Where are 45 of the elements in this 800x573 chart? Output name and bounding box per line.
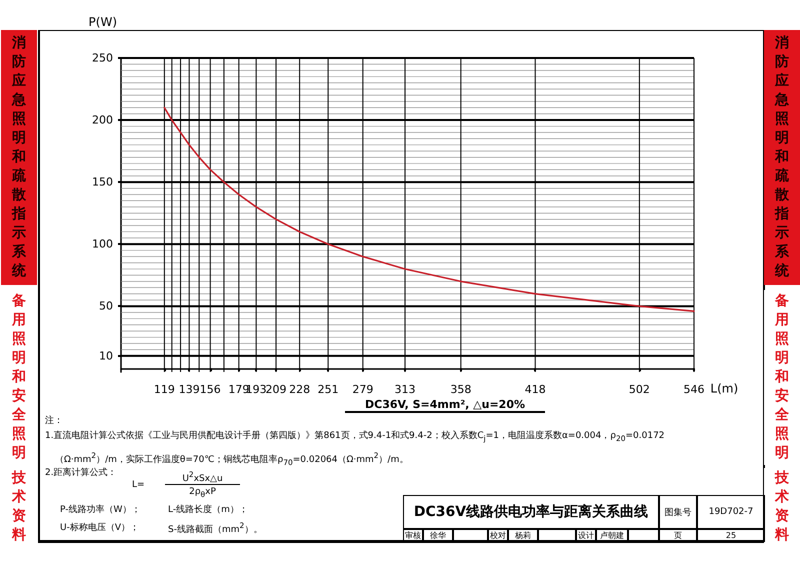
side-tab: 消防应急照明和疏散指示系统 [1, 30, 37, 285]
text: U$^{2}$xSx△u [165, 470, 240, 485]
line-series [164, 106, 695, 312]
x-tick-label: 156 [200, 383, 221, 396]
text: 卢朝建 [596, 529, 628, 542]
x-tick-label: 546 [684, 383, 704, 396]
text: S-线路截面（mm$^{2}$）。 [168, 521, 262, 536]
text: 1.直流电阻计算公式依据《工业与民用供配电设计手册（第四版）》第861页，式9.4-1和式9.4-2；校入系数C$_{j}$=1，电阻温度系数α=0.004，ρ$_{20}$=0.0172 （Ω·mm$^{2}$）/m，实际工作温度θ=70℃；铜线芯电阻率ρ$_{70}$=0.02064（Ω·mm$^{2}$）/m。 [45, 431, 665, 467]
y-tick-label: 250 [92, 52, 113, 64]
text: 设计 [576, 529, 596, 542]
text: L-线路长度（m）； [168, 504, 248, 516]
text: 徐华 [423, 529, 453, 542]
text: DC36V, S=4mm², △u=20% [345, 398, 545, 413]
text: 19D702-7 [697, 495, 765, 529]
x-tick-label: 358 [450, 383, 472, 396]
text: 2.距离计算公式： [45, 466, 117, 479]
x-tick-label: 418 [524, 383, 546, 396]
text: DC36V线路供电功率与距离关系曲线 [403, 495, 659, 529]
text: 杨莉 [508, 529, 538, 542]
text: 注： [45, 414, 63, 427]
text: 校对 [488, 529, 508, 542]
x-tick-label: 139 [178, 383, 200, 396]
x-tick-label: 119 [154, 383, 175, 396]
x-tick-label: 228 [289, 383, 310, 396]
y-tick-label: 200 [92, 114, 113, 127]
x-tick-label: 502 [628, 383, 650, 396]
y-tick-label: 150 [92, 176, 113, 189]
y-tick-label: 50 [99, 300, 113, 313]
y-axis-title: P(W) [88, 15, 117, 29]
side-tab: 消防应急照明和疏散指示系统 [764, 30, 800, 285]
x-tick-label: 279 [352, 383, 374, 396]
text: 25 [697, 529, 765, 542]
y-tick-label: 100 [92, 238, 113, 251]
text: 审核 [403, 529, 423, 542]
y-tick-label: 10 [99, 349, 113, 362]
x-tick-label: 209 [266, 383, 287, 396]
text: 页 [659, 529, 697, 542]
text: 2ρ$_{θ}$xP [188, 487, 217, 499]
text: P-线路功率（W）； [60, 504, 140, 516]
text: U-标称电压（V）； [60, 522, 139, 534]
x-tick-label: 313 [394, 383, 416, 396]
x-tick-label: 251 [318, 383, 339, 396]
x-axis-title: L(m) [710, 381, 738, 396]
text: L= [132, 480, 145, 490]
text: 图集号 [659, 495, 697, 529]
